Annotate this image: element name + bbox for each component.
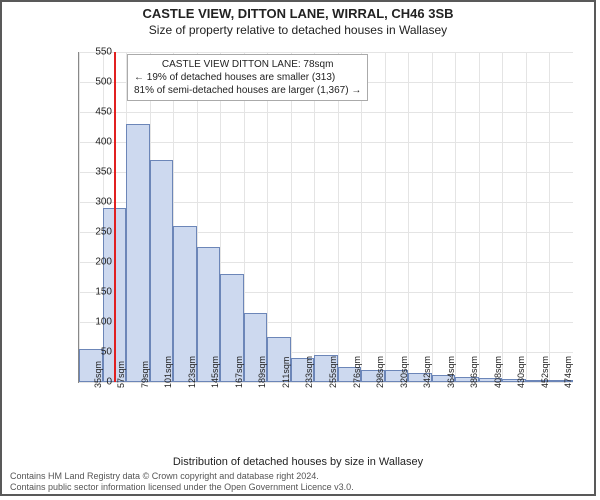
plot-area: CASTLE VIEW DITTON LANE: 78sqm← 19% of d… (78, 52, 573, 383)
histogram-bar (126, 124, 150, 382)
v-gridline (549, 52, 550, 382)
x-axis-label: Distribution of detached houses by size … (2, 456, 594, 468)
v-gridline (79, 52, 80, 382)
y-tick-label: 500 (84, 77, 112, 88)
x-tick-label: 167sqm (234, 356, 244, 388)
v-gridline (502, 52, 503, 382)
y-tick-label: 200 (84, 257, 112, 268)
x-tick-label: 452sqm (540, 356, 550, 388)
y-tick-label: 300 (84, 197, 112, 208)
x-tick-label: 145sqm (210, 356, 220, 388)
x-tick-label: 298sqm (375, 356, 385, 388)
v-gridline (338, 52, 339, 382)
v-gridline (432, 52, 433, 382)
y-tick-label: 350 (84, 167, 112, 178)
x-tick-label: 320sqm (399, 356, 409, 388)
y-tick-label: 550 (84, 47, 112, 58)
x-tick-label: 233sqm (304, 356, 314, 388)
y-tick-label: 150 (84, 287, 112, 298)
x-tick-label: 474sqm (563, 356, 573, 388)
v-gridline (314, 52, 315, 382)
h-gridline (79, 112, 573, 113)
chart-container: CASTLE VIEW, DITTON LANE, WIRRAL, CH46 3… (0, 0, 596, 496)
chart-title-address: CASTLE VIEW, DITTON LANE, WIRRAL, CH46 3… (2, 6, 594, 21)
x-tick-label: 408sqm (493, 356, 503, 388)
annotation-line: ← 19% of detached houses are smaller (31… (134, 71, 361, 84)
v-gridline (291, 52, 292, 382)
v-gridline (455, 52, 456, 382)
x-tick-label: 211sqm (281, 357, 291, 388)
x-tick-label: 430sqm (516, 356, 526, 388)
x-tick-label: 342sqm (422, 356, 432, 388)
x-tick-label: 255sqm (328, 356, 338, 388)
chart-title-desc: Size of property relative to detached ho… (2, 23, 594, 37)
v-gridline (526, 52, 527, 382)
histogram-bar (150, 160, 174, 382)
footer-line1: Contains HM Land Registry data © Crown c… (10, 471, 354, 481)
x-tick-label: 189sqm (257, 356, 267, 388)
annotation-line: 81% of semi-detached houses are larger (… (134, 84, 361, 97)
chart-area: CASTLE VIEW DITTON LANE: 78sqm← 19% of d… (44, 52, 574, 422)
x-tick-label: 101sqm (163, 356, 173, 388)
y-tick-label: 400 (84, 137, 112, 148)
annotation-line: CASTLE VIEW DITTON LANE: 78sqm (134, 58, 361, 71)
h-gridline (79, 52, 573, 53)
v-gridline (479, 52, 480, 382)
reference-line (114, 52, 116, 382)
h-gridline (79, 142, 573, 143)
v-gridline (267, 52, 268, 382)
y-tick-label: 250 (84, 227, 112, 238)
v-gridline (408, 52, 409, 382)
x-tick-label: 79sqm (140, 361, 150, 388)
annotation-box: CASTLE VIEW DITTON LANE: 78sqm← 19% of d… (127, 54, 368, 101)
x-tick-label: 35sqm (93, 361, 103, 388)
x-tick-label: 386sqm (469, 356, 479, 388)
v-gridline (361, 52, 362, 382)
y-tick-label: 50 (84, 347, 112, 358)
x-tick-label: 364sqm (446, 356, 456, 388)
x-tick-label: 276sqm (352, 356, 362, 388)
y-tick-label: 450 (84, 107, 112, 118)
v-gridline (385, 52, 386, 382)
x-tick-label: 123sqm (187, 356, 197, 388)
footer-attribution: Contains HM Land Registry data © Crown c… (10, 471, 354, 492)
y-tick-label: 100 (84, 317, 112, 328)
x-tick-label: 57sqm (116, 361, 126, 388)
footer-line2: Contains public sector information licen… (10, 482, 354, 492)
